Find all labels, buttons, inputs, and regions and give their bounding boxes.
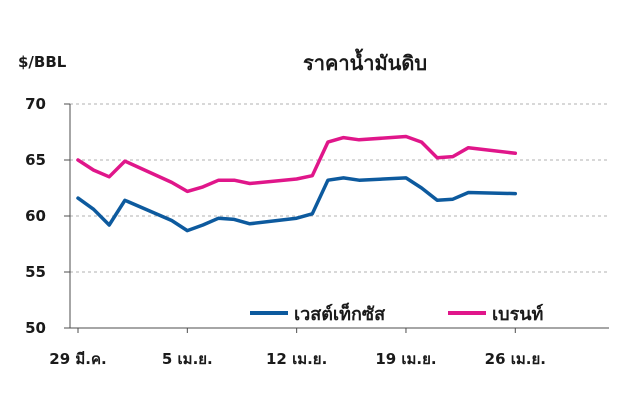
legend: เวสต์เท็กซัส เบรนท์ bbox=[250, 302, 543, 325]
series-line-1 bbox=[76, 176, 518, 233]
tick-labels: 50 55 60 65 70 29 มี.ค. 5 เม.ย. 12 เม.ย. 19 เม.ย… bbox=[25, 95, 546, 368]
x-tick-label: 5 เม.ย. bbox=[162, 350, 213, 368]
y-axis-unit-label: $/BBL bbox=[18, 53, 67, 71]
y-tick-label: 65 bbox=[25, 151, 46, 169]
x-tick-label: 12 เม.ย. bbox=[266, 350, 327, 368]
gridlines bbox=[70, 103, 609, 273]
y-tick-label: 60 bbox=[25, 207, 46, 225]
y-tick-label: 55 bbox=[25, 263, 46, 281]
legend-label-1: เวสต์เท็กซัส bbox=[294, 302, 386, 325]
x-tick-label: 19 เม.ย. bbox=[375, 350, 436, 368]
legend-label-2: เบรนท์ bbox=[492, 303, 543, 325]
series-line-2 bbox=[76, 134, 518, 194]
x-tick-label: 26 เม.ย. bbox=[485, 350, 546, 368]
y-tick-label: 70 bbox=[25, 95, 46, 113]
axes bbox=[64, 103, 609, 333]
y-tick-label: 50 bbox=[25, 319, 46, 337]
chart-title: ราคาน้ำมันดิบ bbox=[303, 48, 427, 75]
x-tick-label: 29 มี.ค. bbox=[49, 350, 106, 368]
series-lines bbox=[76, 134, 518, 233]
